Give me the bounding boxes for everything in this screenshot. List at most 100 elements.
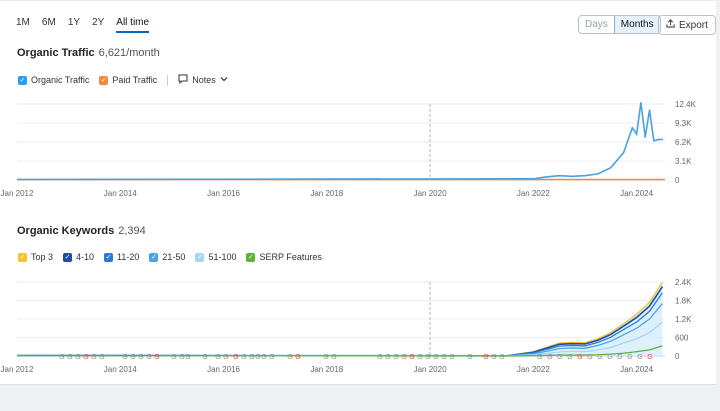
organic-traffic-point	[622, 151, 625, 154]
serp-g-icon: G	[577, 354, 582, 361]
organic-traffic-point	[631, 127, 634, 129]
y-tick-label: 1.8K	[675, 297, 692, 306]
serp-g-icon: G	[567, 354, 572, 361]
keywords-area-fill	[507, 282, 663, 356]
serp-g-icon: G	[202, 354, 207, 361]
series-line-21-50	[16, 303, 663, 357]
traffic-heading: Organic Traffic 6,621/month	[17, 47, 160, 59]
y-tick-label: 1.2K	[675, 315, 692, 324]
keywords-heading: Organic Keywords 2,394	[17, 225, 146, 237]
serp-g-icon: G	[449, 354, 454, 361]
y-tick-label: 3.1K	[675, 157, 692, 166]
y-tick-label: 0	[675, 176, 680, 185]
range-1y[interactable]: 1Y	[67, 17, 81, 28]
checkbox-icon: ✓	[18, 75, 27, 85]
serp-g-icon: G	[409, 354, 414, 361]
serp-g-icon: G	[499, 354, 504, 361]
serp-g-icon: G	[185, 354, 190, 361]
organic-traffic-point	[640, 101, 642, 104]
legend-11-20-label: 11-20	[117, 252, 140, 262]
y-tick-label: 600	[675, 334, 689, 343]
traffic-value: 6,621/month	[98, 47, 160, 59]
checkbox-icon: ✓	[63, 252, 73, 262]
serp-g-icon: G	[637, 354, 642, 361]
export-button[interactable]: Export	[658, 15, 716, 35]
organic-traffic-point	[635, 133, 638, 135]
serp-g-icon: G	[75, 354, 80, 361]
traffic-legend: ✓ Organic Traffic ✓ Paid Traffic Notes	[18, 74, 228, 86]
x-tick-label: Jan 2022	[517, 365, 550, 374]
upload-icon	[666, 19, 675, 31]
days-button[interactable]: Days	[585, 19, 608, 30]
legend-serp-features[interactable]: ✓ SERP Features	[246, 252, 322, 262]
serp-g-icon: G	[249, 354, 254, 361]
legend-4-10-label: 4-10	[76, 252, 95, 262]
serp-g-icon: G	[215, 354, 220, 361]
serp-g-icon: G	[377, 354, 382, 361]
legend-51-100[interactable]: ✓ 51-100	[195, 252, 236, 262]
serp-g-icon: G	[433, 354, 438, 361]
checkbox-icon: ✓	[99, 75, 109, 85]
y-tick-label: 2.4K	[675, 278, 692, 287]
serp-g-icon: G	[287, 354, 292, 361]
legend-4-10[interactable]: ✓ 4-10	[63, 252, 94, 262]
legend-top3-label: Top 3	[31, 252, 54, 262]
organic-traffic-point	[644, 136, 647, 138]
organic-traffic-point	[584, 174, 586, 177]
serp-g-icon: G	[223, 354, 228, 361]
organic-traffic-chart: 12.4K 9.3K 6.2K 3.1K 0 Jan 2012 Jan 2014 Jan 20…	[1, 100, 697, 198]
x-tick-label: Jan 2020	[414, 189, 447, 198]
range-1m[interactable]: 1M	[16, 17, 30, 28]
range-all-time[interactable]: All time	[116, 17, 150, 33]
serp-g-icon: G	[154, 354, 159, 361]
x-tick-label: Jan 2014	[104, 189, 137, 198]
x-tick-label: Jan 2018	[310, 189, 343, 198]
legend-top3[interactable]: ✓ Top 3	[18, 252, 53, 262]
serp-g-icon: G	[417, 354, 422, 361]
x-tick-label: Jan 2022	[517, 189, 550, 198]
organic-traffic-point	[558, 174, 560, 177]
organic-traffic-point	[653, 139, 655, 142]
serp-g-icon: G	[179, 354, 184, 361]
serp-g-icon: G	[59, 354, 64, 361]
top-edge	[0, 0, 716, 4]
serp-g-icon: G	[617, 354, 622, 361]
legend-11-20[interactable]: ✓ 11-20	[104, 252, 139, 262]
serp-g-icon: G	[122, 354, 127, 361]
serp-g-icon: G	[597, 354, 602, 361]
range-6m[interactable]: 6M	[41, 17, 56, 28]
serp-g-icon: G	[91, 354, 96, 361]
chevron-down-icon	[220, 75, 228, 85]
serp-g-icon: G	[67, 354, 72, 361]
y-tick-label: 6.2K	[675, 138, 692, 147]
serp-g-icon: G	[255, 354, 260, 361]
series-line-11-20	[16, 292, 663, 357]
serp-g-icon: G	[547, 354, 552, 361]
x-tick-label: Jan 2016	[207, 365, 240, 374]
months-button[interactable]: Months	[613, 16, 660, 33]
keywords-title: Organic Keywords	[17, 225, 115, 237]
organic-traffic-point	[532, 177, 535, 180]
serp-g-icon: G	[385, 354, 390, 361]
report-card	[0, 0, 716, 385]
keywords-legend: ✓ Top 3 ✓ 4-10 ✓ 11-20 ✓ 21-50 ✓ 51-100 ✓ SERP…	[18, 252, 322, 262]
serp-g-icon: G	[241, 354, 246, 361]
serp-g-icon: G	[138, 354, 143, 361]
legend-serp-label: SERP Features	[259, 252, 322, 262]
serp-g-icon: G	[146, 354, 151, 361]
notes-dropdown[interactable]: Notes	[178, 74, 228, 86]
range-2y[interactable]: 2Y	[92, 17, 105, 28]
serp-g-icon: G	[483, 354, 488, 361]
serp-g-icon: G	[323, 354, 328, 361]
organic-traffic-point	[657, 138, 659, 141]
legend-paid-traffic[interactable]: ✓ Paid Traffic	[99, 75, 157, 85]
legend-21-50[interactable]: ✓ 21-50	[149, 252, 185, 262]
notes-label: Notes	[192, 75, 216, 85]
legend-organic-traffic[interactable]: ✓ Organic Traffic	[18, 75, 89, 85]
series-line-organic-traffic	[16, 102, 663, 181]
y-tick-label: 9.3K	[675, 119, 692, 128]
serp-g-icon: G	[491, 354, 496, 361]
x-tick-label: Jan 2020	[414, 365, 447, 374]
serp-g-icon: G	[537, 354, 542, 361]
x-tick-label: Jan 2024	[620, 189, 653, 198]
